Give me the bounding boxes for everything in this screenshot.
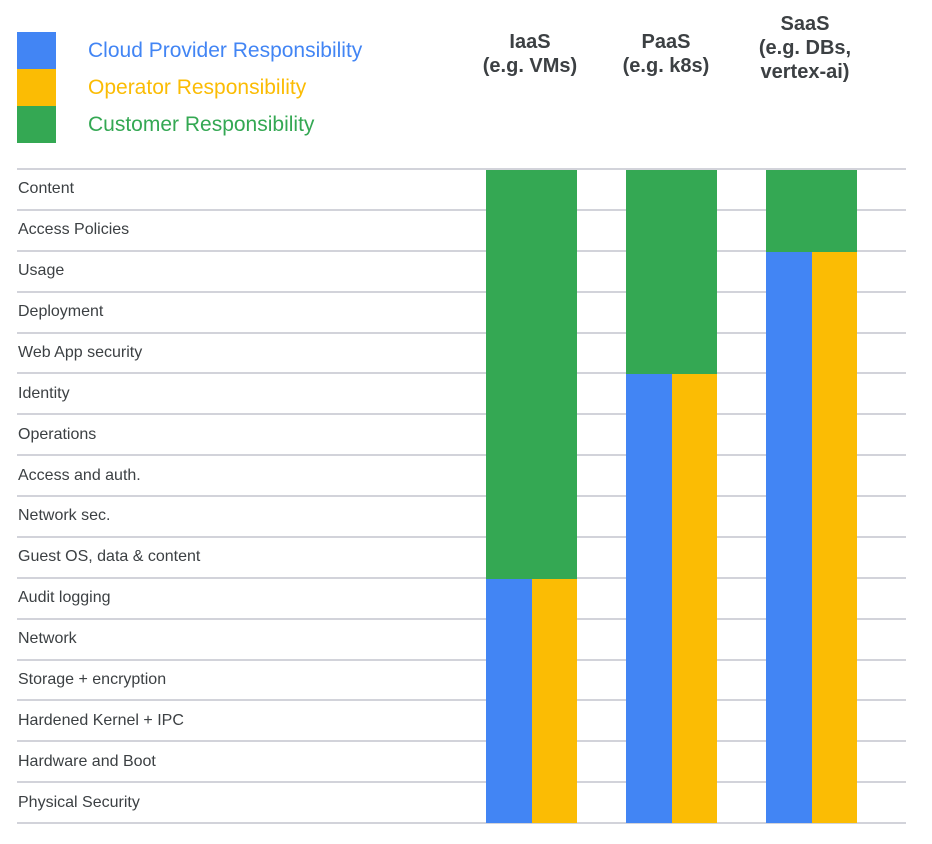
row-label: Deployment bbox=[18, 303, 104, 321]
legend-swatch-customer bbox=[17, 106, 56, 143]
bar-saas-cloud-provider bbox=[766, 251, 812, 823]
matrix-row: Audit logging bbox=[17, 579, 906, 620]
bar-iaas-customer bbox=[486, 170, 577, 579]
matrix-row: Identity bbox=[17, 374, 906, 416]
matrix-row: Operations bbox=[17, 415, 906, 457]
row-label: Guest OS, data & content bbox=[18, 548, 201, 566]
legend-label-operator: Operator Responsibility bbox=[88, 76, 307, 99]
column-header-line: SaaS bbox=[780, 13, 830, 35]
row-label: Identity bbox=[18, 384, 70, 402]
row-label: Network sec. bbox=[18, 507, 111, 525]
matrix-row: Access and auth. bbox=[17, 456, 906, 497]
bar-paas-cloud-provider bbox=[626, 374, 672, 823]
matrix-row: Content bbox=[17, 170, 906, 211]
column-header-line: vertex-ai) bbox=[760, 61, 850, 83]
matrix-row: Web App security bbox=[17, 334, 906, 375]
matrix-row: Network sec. bbox=[17, 497, 906, 538]
column-header-iaas: IaaS (e.g. VMs) bbox=[440, 30, 620, 78]
column-header-line: IaaS bbox=[509, 31, 551, 53]
row-label: Hardened Kernel + IPC bbox=[18, 711, 184, 729]
row-label: Hardware and Boot bbox=[18, 752, 156, 770]
bar-paas-operator bbox=[671, 374, 717, 823]
row-label: Content bbox=[18, 180, 75, 198]
matrix-row: Storage + encryption bbox=[17, 661, 906, 702]
column-header-paas: PaaS (e.g. k8s) bbox=[576, 30, 756, 78]
legend-swatch-cloud-provider bbox=[17, 32, 56, 69]
legend-labels: Cloud Provider Responsibility Operator Re… bbox=[88, 32, 362, 143]
row-label: Operations bbox=[18, 425, 97, 443]
matrix-row: Guest OS, data & content bbox=[17, 538, 906, 579]
row-label: Audit logging bbox=[18, 589, 111, 607]
bar-iaas-cloud-provider bbox=[486, 578, 532, 823]
row-label: Physical Security bbox=[18, 793, 140, 811]
row-label: Usage bbox=[18, 262, 65, 280]
column-header-line: (e.g. VMs) bbox=[482, 55, 578, 77]
matrix-row: Network bbox=[17, 620, 906, 661]
legend-swatch-operator bbox=[17, 69, 56, 106]
matrix-row: Hardware and Boot bbox=[17, 742, 906, 784]
matrix-row: Hardened Kernel + IPC bbox=[17, 701, 906, 743]
matrix-row: Physical Security bbox=[17, 783, 906, 824]
column-header-line: (e.g. k8s) bbox=[622, 55, 710, 77]
bar-saas-operator bbox=[811, 251, 857, 823]
row-label: Network bbox=[18, 630, 77, 648]
matrix-grid: Content Access Policies Usage Deployment Web… bbox=[17, 168, 906, 824]
legend-swatches bbox=[17, 32, 56, 143]
row-label: Storage + encryption bbox=[18, 670, 167, 688]
column-header-saas: SaaS (e.g. DBs, vertex-ai) bbox=[715, 12, 895, 84]
legend-label-customer: Customer Responsibility bbox=[88, 113, 315, 136]
matrix-row: Access Policies bbox=[17, 211, 906, 252]
column-header-line: PaaS bbox=[641, 31, 691, 53]
matrix-row: Deployment bbox=[17, 293, 906, 334]
column-header-line: (e.g. DBs, bbox=[758, 37, 852, 59]
bar-iaas-operator bbox=[531, 578, 577, 823]
matrix-row: Usage bbox=[17, 252, 906, 293]
bar-saas-customer bbox=[766, 170, 857, 252]
bar-paas-customer bbox=[626, 170, 717, 375]
legend-label-cloud-provider: Cloud Provider Responsibility bbox=[88, 39, 363, 62]
row-label: Access and auth. bbox=[18, 466, 141, 484]
row-label: Web App security bbox=[18, 343, 143, 361]
row-label: Access Policies bbox=[18, 221, 130, 239]
